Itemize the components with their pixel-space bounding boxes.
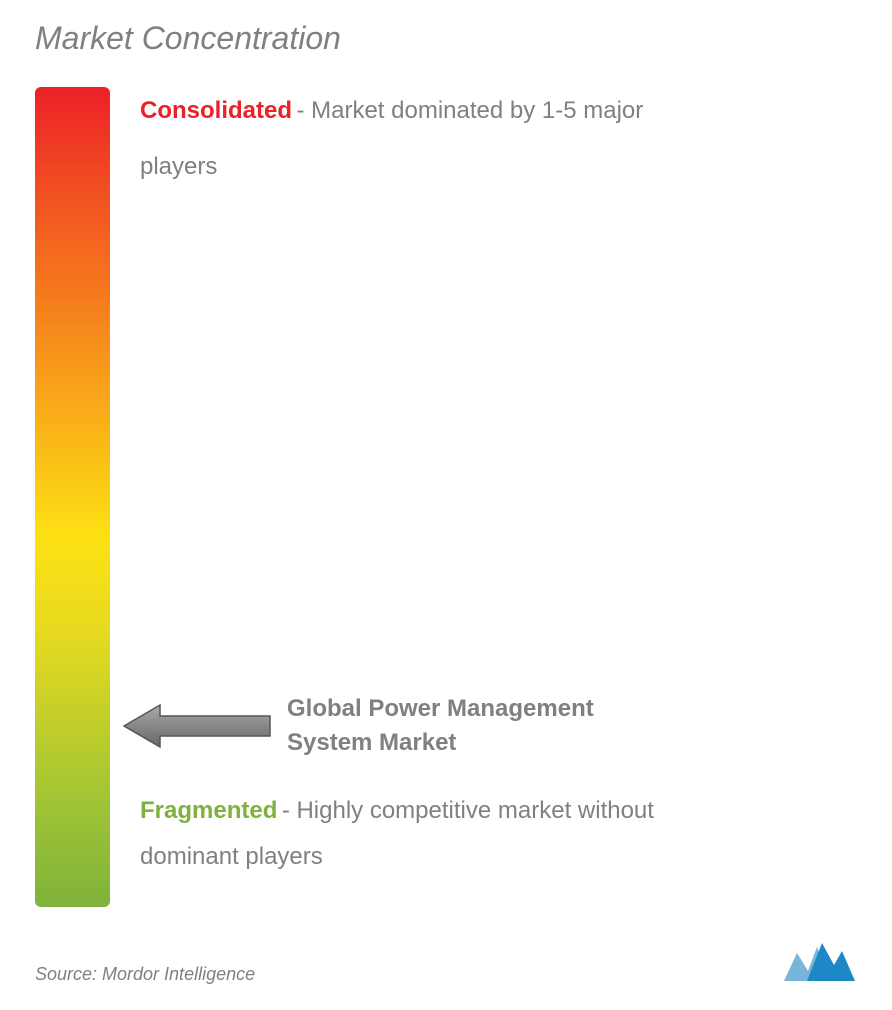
arrow-icon [122,701,272,751]
mordor-logo-icon [782,937,857,985]
consolidated-word: Consolidated [140,97,292,124]
market-name-label: Global Power Management System Market [287,692,594,759]
market-name-line1: Global Power Management [287,692,594,726]
page-title: Market Concentration [35,20,857,57]
consolidated-desc-line1: - Market dominated by 1-5 major [296,97,643,124]
fragmented-desc-line2: dominant players [140,843,857,871]
fragmented-desc-line1: - Highly competitive market without [282,797,654,824]
source-attribution: Source: Mordor Intelligence [35,964,255,985]
content-area: Consolidated - Market dominated by 1-5 m… [35,87,857,907]
consolidated-desc-line2: players [140,153,857,181]
market-position-indicator: Global Power Management System Market [122,692,594,759]
consolidated-label: Consolidated - Market dominated by 1-5 m… [140,97,857,181]
concentration-gradient-bar [35,87,110,907]
footer: Source: Mordor Intelligence [35,937,857,985]
market-name-line2: System Market [287,726,594,760]
fragmented-word: Fragmented [140,797,277,824]
fragmented-label: Fragmented - Highly competitive market w… [140,797,857,871]
text-area: Consolidated - Market dominated by 1-5 m… [140,87,857,907]
